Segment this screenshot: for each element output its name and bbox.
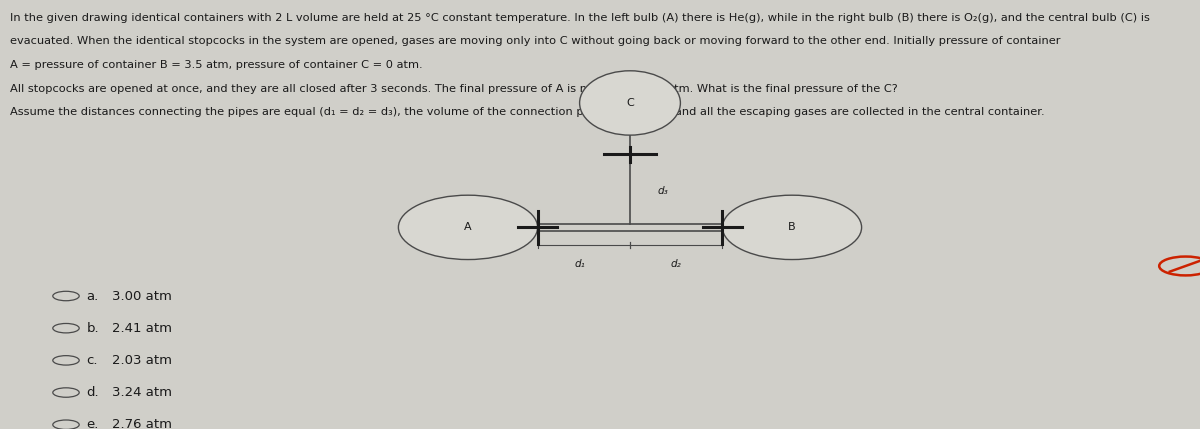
Ellipse shape (580, 71, 680, 135)
Text: d₃: d₃ (658, 186, 668, 196)
Text: 2.41 atm: 2.41 atm (112, 322, 172, 335)
Text: b.: b. (86, 322, 100, 335)
Text: 3.00 atm: 3.00 atm (112, 290, 172, 302)
Text: evacuated. When the identical stopcocks in the system are opened, gases are movi: evacuated. When the identical stopcocks … (10, 36, 1060, 46)
Text: 3.24 atm: 3.24 atm (112, 386, 172, 399)
Text: Assume the distances connecting the pipes are equal (d₁ = d₂ = d₃), the volume o: Assume the distances connecting the pipe… (10, 107, 1044, 117)
Text: d₂: d₂ (671, 259, 680, 269)
Text: e.: e. (86, 418, 98, 429)
Text: A = pressure of container B = 3.5 atm, pressure of container C = 0 atm.: A = pressure of container B = 3.5 atm, p… (10, 60, 422, 70)
Text: 2.76 atm: 2.76 atm (112, 418, 172, 429)
Ellipse shape (398, 195, 538, 260)
Text: c.: c. (86, 354, 98, 367)
Text: C: C (626, 98, 634, 108)
Text: 2.03 atm: 2.03 atm (112, 354, 172, 367)
Text: All stopcocks are opened at once, and they are all closed after 3 seconds. The f: All stopcocks are opened at once, and th… (10, 84, 898, 94)
Ellipse shape (722, 195, 862, 260)
Text: d₁: d₁ (575, 259, 584, 269)
Text: B: B (788, 222, 796, 233)
Text: d.: d. (86, 386, 100, 399)
Text: In the given drawing identical containers with 2 L volume are held at 25 °C cons: In the given drawing identical container… (10, 13, 1150, 23)
Text: a.: a. (86, 290, 98, 302)
Text: A: A (464, 222, 472, 233)
